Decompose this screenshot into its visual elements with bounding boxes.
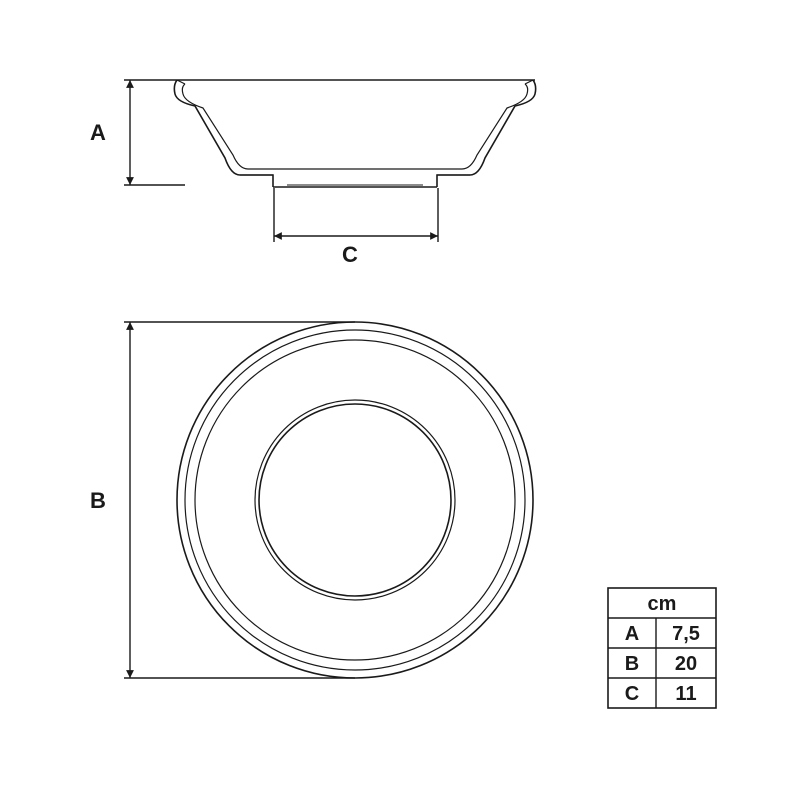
table-row-key-0: A xyxy=(625,623,639,645)
side-inner-left xyxy=(182,84,355,169)
table-row-key-1: B xyxy=(625,653,639,675)
topview-circle-2 xyxy=(195,340,515,660)
table-row-val-0: 7,5 xyxy=(672,623,700,645)
table-header: cm xyxy=(648,593,677,615)
side-outer-right xyxy=(437,80,536,187)
topview-circle-3 xyxy=(255,400,455,600)
side-inner-right xyxy=(355,84,528,169)
topview-circle-4 xyxy=(259,404,451,596)
topview-circle-1 xyxy=(185,330,525,670)
dimC-label: C xyxy=(342,242,358,267)
dimensions-table: cm A 7,5 B 20 C 11 xyxy=(608,588,716,708)
table-row-val-1: 20 xyxy=(675,653,697,675)
topview-circle-0 xyxy=(177,322,533,678)
side-outer-left xyxy=(174,80,273,187)
dimA-label: A xyxy=(90,120,106,145)
table-row-key-2: C xyxy=(625,683,639,705)
table-row-val-2: 11 xyxy=(675,683,696,705)
dimB-label: B xyxy=(90,488,106,513)
